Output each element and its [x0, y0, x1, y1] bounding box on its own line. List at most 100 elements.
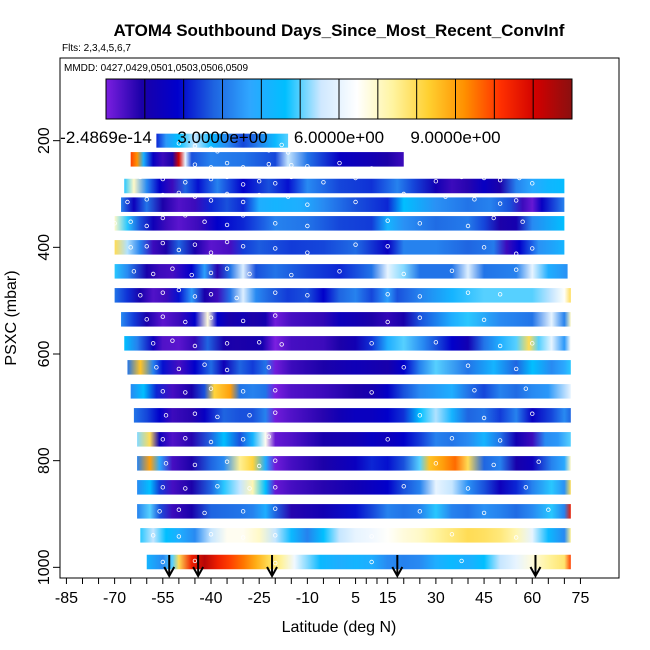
- observation-point: [240, 437, 246, 442]
- observation-point: [208, 250, 214, 255]
- observation-point: [523, 485, 529, 490]
- observation-point: [279, 342, 284, 347]
- observation-point: [273, 221, 278, 226]
- observation-point: [247, 413, 252, 418]
- observation-point: [385, 437, 390, 442]
- observation-point: [128, 245, 133, 250]
- observation-point: [150, 533, 156, 538]
- observation-point: [256, 192, 262, 198]
- observation-point: [273, 181, 278, 186]
- observation-point: [285, 150, 291, 155]
- observation-point: [176, 366, 182, 372]
- observation-point: [247, 271, 252, 277]
- heatmap-band: [121, 197, 565, 212]
- observation-point: [385, 244, 390, 249]
- observation-point: [465, 290, 471, 295]
- observation-point: [256, 178, 262, 184]
- x-tick-label: 75: [572, 590, 590, 607]
- observation-point: [256, 463, 262, 469]
- observation-point: [160, 485, 166, 490]
- colorbar-dividers: [144, 79, 534, 119]
- observation-point: [472, 197, 477, 202]
- observation-point: [234, 295, 239, 301]
- observation-point: [273, 560, 278, 566]
- observation-point: [401, 271, 406, 277]
- observation-point: [513, 267, 519, 272]
- observation-point: [208, 198, 214, 203]
- observation-point: [224, 191, 230, 197]
- colorbar-tick-label: 3.0000e+00: [177, 128, 267, 147]
- observation-point: [176, 141, 182, 146]
- observation-point: [273, 246, 278, 251]
- observation-point: [208, 292, 214, 297]
- x-tick-label: -40: [199, 590, 222, 607]
- observation-point: [369, 341, 374, 346]
- observation-point: [224, 222, 230, 228]
- observation-point: [224, 266, 230, 271]
- observation-point: [202, 362, 207, 367]
- observation-point: [176, 507, 182, 512]
- heatmap-band: [156, 133, 289, 148]
- observation-point: [192, 411, 198, 416]
- observation-point: [160, 240, 166, 246]
- observation-point: [465, 486, 471, 491]
- observation-point: [160, 290, 166, 295]
- profile-arrow: [192, 555, 205, 579]
- mmdd-annotation: MMDD: 0427,0429,0501,0503,0506,0509: [64, 63, 248, 74]
- observation-point: [385, 319, 390, 325]
- observation-point: [144, 317, 149, 322]
- observation-point: [160, 559, 166, 565]
- observation-point: [433, 340, 439, 345]
- observation-point: [240, 213, 246, 218]
- observation-point: [449, 436, 455, 441]
- observation-point: [170, 338, 175, 343]
- observation-point: [176, 167, 182, 173]
- observation-point: [273, 388, 278, 393]
- observation-point: [192, 343, 198, 349]
- observation-point: [497, 177, 503, 183]
- observation-point: [240, 535, 246, 540]
- observation-point: [208, 146, 214, 151]
- observation-point: [176, 247, 182, 253]
- observation-point: [417, 294, 423, 299]
- observation-point: [138, 293, 143, 298]
- observation-point: [192, 242, 198, 247]
- observation-point: [163, 461, 169, 466]
- chart-title: ATOM4 Southbound Days_Since_Most_Recent_…: [114, 21, 565, 40]
- observation-point: [247, 486, 252, 491]
- observation-point: [183, 319, 188, 325]
- observation-point: [289, 174, 294, 180]
- observation-point: [215, 414, 220, 420]
- profile-markers: [163, 555, 542, 579]
- observation-point: [224, 459, 230, 464]
- x-tick-label: 15: [379, 590, 397, 607]
- colorbar: -2.4869e-14 3.0000e+00 6.0000e+00 9.0000e+0…: [60, 78, 573, 147]
- profile-arrow: [529, 555, 542, 579]
- x-tick-label: 60: [523, 590, 541, 607]
- observation-point: [202, 219, 207, 224]
- profile-arrow: [163, 555, 176, 579]
- observation-point: [481, 317, 487, 323]
- x-axis: -85 -70 -55 -40 -25 -10 5 15 30 45 60 75: [55, 578, 590, 607]
- heatmap-band: [114, 216, 565, 231]
- x-tick-label: 30: [427, 590, 445, 607]
- observation-point: [240, 318, 246, 324]
- x-tick-label: -85: [55, 590, 78, 607]
- observation-point: [215, 149, 220, 154]
- observation-point: [337, 160, 342, 166]
- y-axis-label: PSXC (mbar): [3, 270, 20, 365]
- observation-point: [240, 389, 246, 394]
- observation-point: [189, 272, 194, 278]
- x-tick-label: 5: [351, 590, 360, 607]
- observation-point: [385, 218, 390, 223]
- observation-point: [150, 341, 156, 346]
- observation-point: [160, 314, 166, 319]
- observation-point: [192, 143, 198, 149]
- observation-point: [369, 534, 374, 539]
- x-tick-label: -70: [103, 590, 126, 607]
- observation-point: [279, 142, 284, 148]
- observation-point: [273, 533, 278, 538]
- observation-point: [546, 507, 551, 512]
- chart-subtitle: Flts: 2,3,4,5,6,7: [62, 43, 131, 54]
- observation-point: [157, 509, 162, 514]
